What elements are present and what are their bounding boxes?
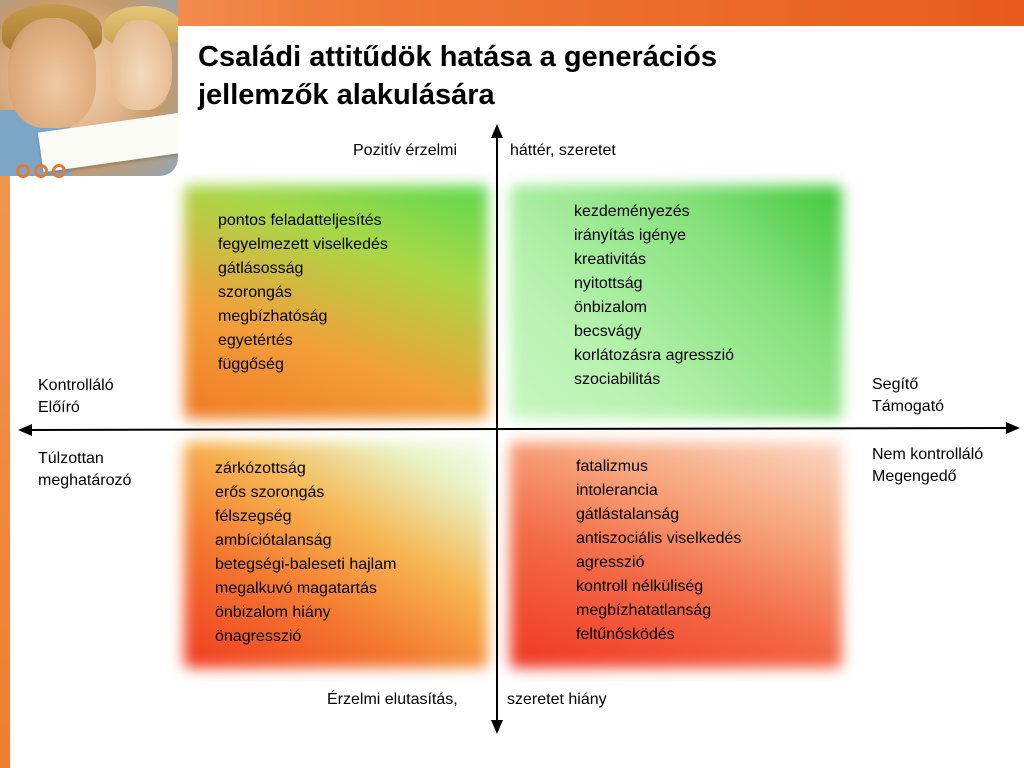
axis-right-lower-label: Nem kontrolláló Megengedő (872, 444, 983, 488)
list-item: kreativitás (574, 251, 647, 268)
axis-right-lower-line-1: Nem kontrolláló (872, 446, 984, 463)
quadrant-bottom-left-list: zárkózottság erős szorongás félszegség ambí… (215, 457, 396, 649)
list-item: megbízhatóság (218, 308, 328, 325)
quadrant-bottom-left-bg (184, 442, 488, 668)
axis-right-upper-line-1: Segítő (872, 376, 919, 393)
axis-right-lower-line-2: Megengedő (872, 468, 957, 485)
axis-bottom-label-right: szeretet hiány (507, 691, 607, 708)
list-item: irányítás igénye (574, 227, 687, 244)
arrow-left-icon (18, 424, 32, 436)
list-item: fegyelmezett viselkedés (218, 236, 388, 253)
list-item: gátlásosság (218, 260, 304, 277)
list-item: kezdeményezés (574, 203, 690, 220)
list-item: szociabilitás (574, 371, 661, 388)
list-item: megbízhatatlanság (576, 602, 712, 619)
axis-left-lower-label: Túlzottan meghatározó (38, 448, 131, 492)
horizontal-axis (27, 427, 1011, 431)
list-item: függőség (218, 356, 284, 373)
list-item: feltűnősködés (576, 626, 675, 643)
list-item: kontroll nélküliség (576, 578, 704, 595)
list-item: félszegség (215, 508, 292, 525)
list-item: megalkuvó magatartás (215, 580, 377, 597)
axis-left-upper-line-2: Előíró (38, 399, 80, 416)
rings-decoration (16, 164, 76, 184)
quadrant-top-left-bg (184, 185, 488, 419)
axis-top-label-left: Pozitív érzelmi (353, 142, 458, 159)
left-band (0, 0, 10, 768)
list-item: önbizalom (574, 299, 647, 316)
axis-right-upper-line-2: Támogató (872, 398, 945, 415)
list-item: ambíciótalanság (215, 532, 332, 549)
list-item: agresszió (576, 554, 645, 571)
quadrant-top-right-list: kezdeményezés irányítás igénye kreativitás… (574, 200, 734, 392)
quadrant-bottom-right-bg (510, 442, 842, 668)
list-item: önbizalom hiány (215, 604, 331, 621)
list-item: gátlástalanság (576, 506, 680, 523)
list-item: intolerancia (576, 482, 658, 499)
axis-right-upper-label: Segítő Támogató (872, 374, 944, 418)
arrow-down-icon (491, 720, 503, 734)
students-photo (0, 0, 178, 176)
quadrant-top-right-bg (510, 185, 842, 419)
quadrant-bottom-right-list: fatalizmus intolerancia gátlástalanság anti… (576, 455, 741, 647)
title-line-2: jellemzők alakulására (198, 79, 495, 111)
arrow-right-icon (1006, 422, 1020, 434)
arrow-up-icon (491, 124, 503, 138)
list-item: erős szorongás (215, 484, 325, 501)
list-item: pontos feladatteljesítés (218, 212, 382, 229)
list-item: becsvágy (574, 323, 642, 340)
list-item: szorongás (218, 284, 292, 301)
list-item: antiszociális viselkedés (576, 530, 742, 547)
axis-bottom-label-left: Érzelmi elutasítás, (327, 691, 458, 708)
list-item: zárkózottság (215, 460, 306, 477)
page-title: Családi attitűdök hatása a generációs je… (198, 38, 998, 114)
list-item: betegségi-baleseti hajlam (215, 556, 397, 573)
list-item: egyetértés (218, 332, 293, 349)
title-line-1: Családi attitűdök hatása a generációs (198, 41, 717, 73)
axis-top-label-right: háttér, szeretet (510, 142, 616, 159)
quadrant-top-left-list: pontos feladatteljesítés fegyelmezett vis… (218, 209, 388, 377)
list-item: önagresszió (215, 628, 302, 645)
axis-left-lower-line-1: Túlzottan (38, 450, 104, 467)
list-item: korlátozásra agresszió (574, 347, 735, 364)
axis-left-lower-line-2: meghatározó (38, 472, 132, 489)
list-item: fatalizmus (576, 458, 649, 475)
axis-left-upper-line-1: Kontrolláló (38, 377, 114, 394)
axis-left-upper-label: Kontrolláló Előíró (38, 375, 114, 419)
list-item: nyitottság (574, 275, 643, 292)
